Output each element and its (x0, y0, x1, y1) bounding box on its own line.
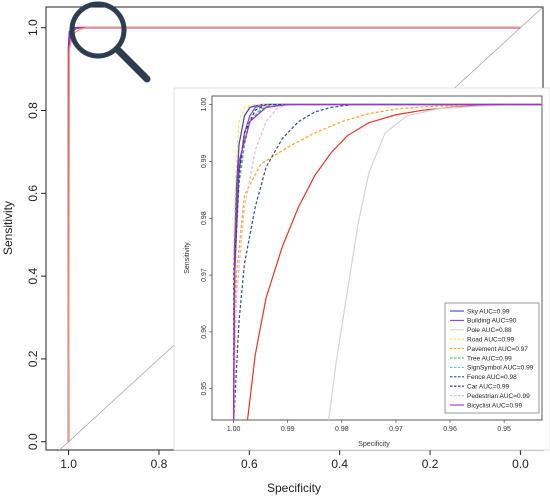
inset-y-tick-label: 0.95 (201, 382, 208, 396)
main-x-tick-label: 0.2 (422, 457, 439, 471)
inset-x-tick-label: 1.00 (227, 426, 241, 433)
legend-label: Bicyclist AUC=0.99 (467, 402, 522, 409)
inset-zoom-panel: 1.00 0.99 0.98 0.97 0.96 0.95 0.95 0.96 0.97 0.98… (173, 87, 550, 451)
main-y-tick-label: 0.2 (26, 350, 40, 367)
main-x-axis-title: Specificity (267, 481, 321, 495)
main-x-tick-label: 0.4 (331, 457, 348, 471)
main-y-tick-label: 0.6 (26, 185, 40, 202)
legend-box (444, 302, 540, 414)
main-y-tick-label: 1.0 (26, 19, 40, 36)
inset-roc-curves (233, 103, 542, 420)
legend-label: Sky AUC=0.99 (467, 308, 510, 315)
inset-x-tick-label: 0.97 (389, 426, 403, 433)
inset-legend: Sky AUC=0.99 Building AUC=90 Pole AUC=0.88… (444, 302, 540, 414)
main-x-tick-label: 0.8 (151, 457, 168, 471)
inset-axis-ticks: 1.00 0.99 0.98 0.97 0.96 0.95 0.95 0.96 0.97 0.98… (201, 98, 511, 433)
legend-label: Car AUC=0.99 (467, 384, 509, 391)
magnifier-icon (69, 1, 151, 83)
inset-x-tick-label: 0.98 (335, 426, 349, 433)
legend-label: Road AUC=0.99 (467, 337, 515, 344)
main-roc-line (67, 27, 521, 442)
inset-plot-frame (211, 95, 543, 421)
inset-y-tick-label: 0.98 (201, 211, 208, 225)
main-x-tick-label: 1.0 (60, 457, 77, 471)
main-y-axis-title: Sensitivity (1, 201, 15, 255)
main-y-tick-label: 0.4 (26, 267, 40, 284)
inset-roc-line (233, 103, 542, 420)
main-y-tick-label: 0.0 (26, 433, 40, 450)
inset-x-axis-title: Specificity (358, 441, 390, 448)
legend-label: SignSymbol AUC=0.99 (467, 365, 534, 372)
inset-y-axis-title: Sensitivity (184, 242, 191, 274)
inset-y-tick-label: 1.00 (201, 98, 208, 112)
inset-y-tick-label: 0.96 (201, 325, 208, 339)
legend-label: Building AUC=90 (467, 318, 517, 325)
inset-roc-line (233, 103, 542, 420)
legend-label: Pavement AUC=0.97 (467, 346, 528, 353)
main-x-tick-label: 0.6 (241, 457, 258, 471)
legend-label: Pole AUC=0.88 (467, 327, 512, 334)
main-axis-ticks: 1.0 0.8 0.6 0.4 0.2 0.0 0.0 0.2 0.4 0.6 0.8 1.0 (26, 19, 529, 471)
legend-label: Fence AUC=0.98 (467, 374, 517, 381)
inset-roc-line (233, 103, 542, 420)
inset-y-tick-label: 0.99 (201, 154, 208, 168)
inset-x-tick-label: 0.96 (443, 426, 457, 433)
main-y-tick-label: 0.8 (26, 102, 40, 119)
inset-x-tick-label: 0.95 (497, 426, 511, 433)
inset-x-tick-label: 0.99 (281, 426, 295, 433)
inset-y-tick-label: 0.97 (201, 268, 208, 282)
inset-roc-line (328, 103, 542, 420)
legend-label: Pedestrian AUC=0.99 (467, 393, 530, 400)
legend-label: Tree AUC=0.99 (467, 355, 512, 362)
main-x-tick-label: 0.0 (512, 457, 529, 471)
